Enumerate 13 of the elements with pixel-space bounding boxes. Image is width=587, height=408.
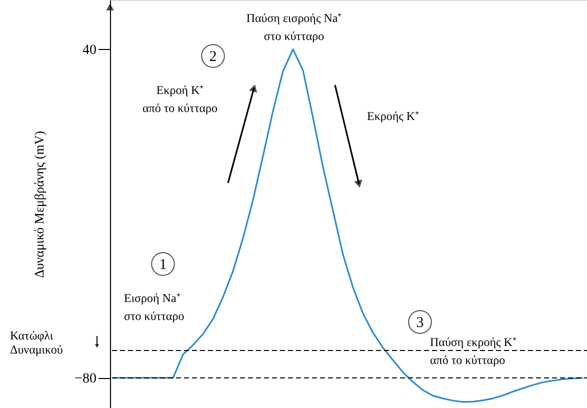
annotation: 3: [416, 315, 424, 331]
y-tick-label: 40: [82, 42, 96, 58]
annotation: Εκροή K⁺ από το κύτταρο: [142, 83, 218, 115]
annotation: Εισροή Na⁺ στο κύτταρο: [124, 291, 184, 323]
annotation: Παύση εισροής Na⁺ στο κύτταρο: [246, 11, 342, 43]
annotation: Παύση εκροής K⁺ από το κύτταρο: [430, 335, 516, 367]
annotation: Εκροής K⁺: [367, 109, 420, 123]
line-series: [112, 48, 584, 403]
annotation: 2: [209, 49, 217, 65]
y-axis-title: Δυναμικό Μεμβράνης (mV): [32, 130, 47, 278]
ref-line-label: Κατώφλι Δυναμικού: [10, 328, 63, 356]
annotation: 1: [159, 257, 167, 273]
y-tick-label: −80: [74, 371, 96, 386]
